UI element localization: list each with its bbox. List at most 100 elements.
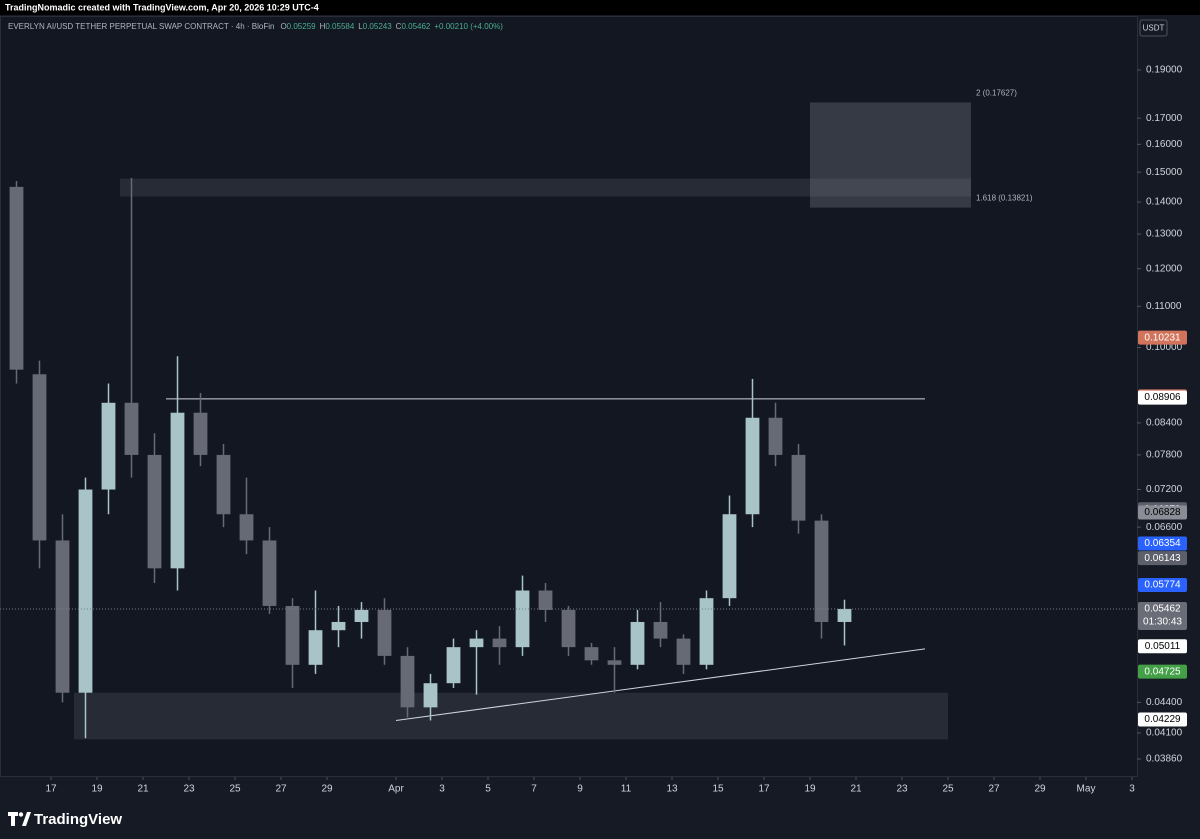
ohlc-value: 0.05243: [363, 22, 392, 31]
price-label-text: 0.06828: [1144, 507, 1181, 518]
x-tick-label: 29: [321, 784, 333, 795]
trend-line: [395, 648, 926, 721]
x-tick-label: 13: [666, 784, 678, 795]
ohlc-value: 0.05259: [287, 22, 316, 31]
x-tick-label: 25: [942, 784, 954, 795]
x-tick-label: 21: [137, 784, 149, 795]
candle-body: [9, 186, 24, 370]
candle-body: [216, 454, 231, 515]
candle-body: [469, 638, 484, 648]
x-tick-label: 19: [804, 784, 816, 795]
x-tick-label: 11: [621, 784, 632, 795]
price-label-text: 0.04725: [1144, 666, 1181, 677]
x-tick-label: Apr: [388, 784, 404, 795]
candle-body: [607, 660, 622, 665]
candle-body: [722, 514, 737, 599]
y-tick-label: 0.15000: [1146, 167, 1183, 178]
x-tick-label: 9: [577, 784, 583, 795]
candle-body: [354, 609, 369, 622]
price-label-text: 0.04229: [1144, 714, 1181, 725]
logo-mark: [8, 812, 18, 826]
ohlc-key: O: [280, 22, 286, 31]
candle-body: [32, 374, 47, 541]
candle-body: [193, 412, 208, 455]
candle-body: [630, 621, 645, 665]
candle-body: [308, 630, 323, 665]
y-tick-label: 0.12000: [1146, 263, 1183, 274]
x-tick-label: 29: [1034, 784, 1046, 795]
ohlc-key: L: [358, 22, 363, 31]
price-label-text: 0.06143: [1144, 553, 1181, 564]
price-label: [1138, 551, 1187, 566]
candle-body: [78, 489, 93, 693]
candle-body: [331, 621, 346, 631]
price-label: [1138, 664, 1187, 679]
price-label-text: 0.10231: [1144, 332, 1181, 343]
currency[interactable]: USDT: [1143, 24, 1165, 33]
x-tick-label: 5: [485, 784, 491, 795]
x-tick-label: 27: [275, 784, 287, 795]
y-tick-label: 0.11000: [1146, 301, 1182, 312]
candle-body: [791, 454, 806, 521]
price-label: [1138, 505, 1187, 520]
symbol-legend: EVERLYN AI/USD TETHER PERPETUAL SWAP CON…: [8, 22, 503, 31]
x-tick-label: 7: [531, 784, 537, 795]
x-tick-label: 3: [1129, 784, 1135, 795]
x-tick-label: 23: [896, 784, 908, 795]
y-tick-label: 0.19000: [1146, 65, 1183, 76]
price-label-text: 0.05774: [1144, 580, 1181, 591]
y-tick-label: 0.13000: [1146, 229, 1183, 240]
symbol-title: EVERLYN AI/USD TETHER PERPETUAL SWAP CON…: [8, 22, 274, 31]
candle-body: [446, 647, 461, 684]
price-label-text: 0.05462: [1144, 604, 1181, 615]
x-tick-label: 19: [91, 784, 103, 795]
ohlc-value: 0.05584: [325, 22, 354, 31]
x-tick-label: 27: [988, 784, 1000, 795]
x-tick-label: 15: [712, 784, 724, 795]
candle-body: [262, 540, 277, 606]
price-label: [1138, 536, 1187, 551]
candle-body: [423, 683, 438, 708]
zone: [120, 178, 971, 197]
ohlc-value: 0.05462: [401, 22, 430, 31]
candle-body: [584, 647, 599, 661]
candle-body: [538, 590, 553, 610]
y-tick-label: 0.14000: [1146, 197, 1183, 208]
price-label: [1138, 390, 1187, 405]
candle-body: [676, 638, 691, 665]
plot: 1.618 (0.13821) 2 (0.17627): [0, 89, 1137, 740]
price-label-text: 0.06354: [1144, 538, 1181, 549]
candle-body: [124, 402, 139, 455]
y-tick-label: 0.08400: [1146, 418, 1183, 429]
candle-body: [170, 412, 185, 569]
x-tick-label: 23: [183, 784, 195, 795]
candle-body: [653, 621, 668, 639]
x-tick-label: 17: [45, 784, 57, 795]
brand: TradingView: [34, 811, 122, 828]
candle-body: [147, 454, 162, 569]
price-label-text: 0.05011: [1145, 641, 1181, 652]
x-tick-label: 21: [850, 784, 862, 795]
x-tick-label: 17: [758, 784, 770, 795]
ohlc-key: H: [320, 22, 326, 31]
change: +0.00210 (+4.00%): [434, 22, 503, 31]
candle-body: [561, 609, 576, 648]
candle-body: [285, 605, 300, 665]
y-tick-label: 0.10000: [1146, 342, 1183, 353]
candle-body: [814, 520, 829, 622]
countdown: 01:30:43: [1143, 617, 1182, 628]
ohlc-key: C: [396, 22, 402, 31]
fib-label: 1.618 (0.13821): [976, 194, 1033, 203]
currency-button[interactable]: [1139, 19, 1168, 37]
candle-body: [377, 609, 392, 656]
candle-body: [101, 402, 116, 490]
candle-body: [699, 598, 714, 665]
fib-label: 2 (0.17627): [976, 89, 1017, 98]
fib-box: [810, 102, 971, 208]
y-tick-label: 0.16000: [1146, 139, 1183, 150]
y-tick-label: 0.17000: [1146, 113, 1183, 124]
candle-body: [837, 608, 852, 622]
x-tick-label: May: [1077, 784, 1096, 795]
